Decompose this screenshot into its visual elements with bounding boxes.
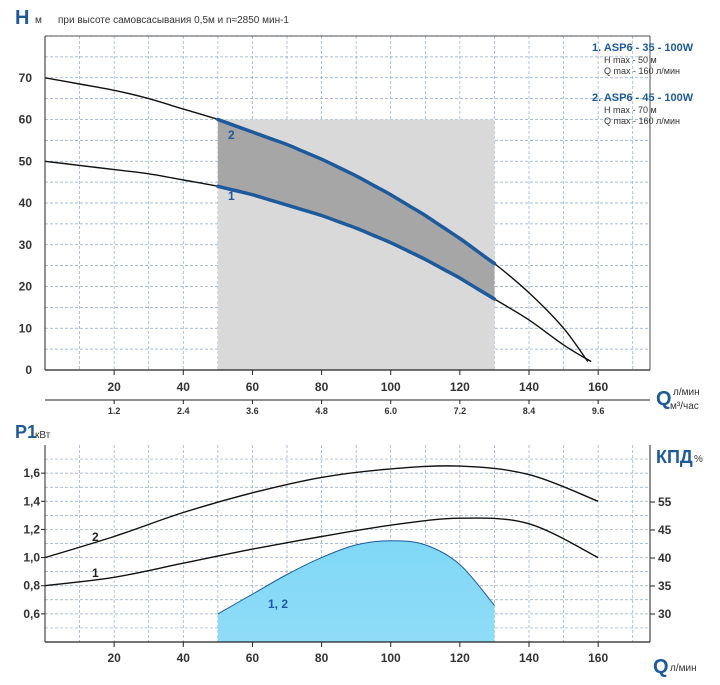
bottom-x-tick-label: 160 <box>588 651 608 665</box>
efficiency-area-outline <box>217 540 495 615</box>
bottom-y2label-symbol: КПД <box>656 447 693 467</box>
top-x-tick-label: 160 <box>588 380 608 394</box>
bottom-x-tick-label: 140 <box>519 651 539 665</box>
bottom-xlabel-symbol: Q <box>653 656 669 678</box>
bottom-curve-label-1: 1 <box>92 566 99 580</box>
bottom-y-tick-label: 0,8 <box>23 579 40 593</box>
top-x-tick-label: 140 <box>519 380 539 394</box>
bottom-curve-1 <box>44 517 599 587</box>
bottom-ylabel-unit: кВт <box>35 430 51 441</box>
top-y-tick-label: 30 <box>19 238 33 252</box>
efficiency-area <box>217 540 495 642</box>
top-axes: 0 10 20 30 40 50 60 70 20 1.2 40 2.4 60 3.6 80 4.8 100 6.… <box>19 35 651 416</box>
bottom-xlabel-unit: л/мин <box>670 663 697 674</box>
top-x2-tick-label: 8.4 <box>523 406 536 416</box>
bottom-y-tick-label: 1,4 <box>23 494 40 508</box>
top-curve-label-2: 2 <box>228 128 235 142</box>
bottom-area-label: 1, 2 <box>268 597 288 611</box>
bottom-ylabel-symbol: P1 <box>15 422 37 442</box>
bottom-y-tick-label: 1,0 <box>23 551 40 565</box>
bottom-curve-label-2: 2 <box>92 530 99 544</box>
legend-2-title: 2. ASP6 - 45 - 100W <box>592 92 694 104</box>
top-y-tick-label: 60 <box>19 113 33 127</box>
legend-1-line2: Q max - 160 л/мин <box>604 66 680 76</box>
top-y-tick-label: 20 <box>19 280 33 294</box>
bottom-y-tick-label: 0,6 <box>23 607 40 621</box>
top-curve-2-working <box>216 117 497 266</box>
legend-1-line1: H max - 50 м <box>604 55 657 65</box>
bottom-y2-tick-label: 40 <box>658 551 672 565</box>
bottom-x-tick-label: 20 <box>107 651 121 665</box>
top-xlabel-unit: л/мин <box>673 387 700 398</box>
top-ylabel-unit: м <box>35 15 42 26</box>
top-xlabel-unit2: м³/час <box>670 401 699 412</box>
top-working-range <box>217 119 495 370</box>
top-band-between-curves <box>217 119 495 299</box>
top-curve-label-1: 1 <box>228 189 235 203</box>
top-xlabel-symbol: Q <box>656 388 672 410</box>
bottom-axes: 0,6 0,8 1,0 1,2 1,4 1,6 30 35 40 45 55 20 40 60 80 100 1… <box>23 445 672 665</box>
bottom-y-tick-label: 1,2 <box>23 522 40 536</box>
bottom-x-tick-label: 80 <box>315 651 329 665</box>
top-x-tick-label: 100 <box>381 380 401 394</box>
bottom-y2-tick-label: 55 <box>658 495 672 509</box>
bottom-curves <box>44 465 599 587</box>
top-y-tick-label: 10 <box>19 321 33 335</box>
top-x-tick-label: 60 <box>246 380 260 394</box>
legend-2-line1: H max - 70 м <box>604 105 657 115</box>
top-x2-tick-label: 1.2 <box>108 406 121 416</box>
top-x2-tick-label: 2.4 <box>177 406 190 416</box>
bottom-x-tick-label: 40 <box>177 651 191 665</box>
top-y-tick-label: 0 <box>25 363 32 377</box>
efficiency-area-fill <box>217 540 495 642</box>
bottom-y2-tick-label: 30 <box>658 607 672 621</box>
top-x-tick-label: 20 <box>107 380 121 394</box>
bottom-x-tick-label: 60 <box>246 651 260 665</box>
bottom-y2-tick-label: 45 <box>658 523 672 537</box>
bottom-y-tick-label: 1,6 <box>23 466 40 480</box>
top-x2-tick-label: 4.8 <box>315 406 328 416</box>
top-y-tick-label: 50 <box>19 154 33 168</box>
top-y-tick-label: 40 <box>19 196 33 210</box>
bottom-y2-tick-label: 35 <box>658 579 672 593</box>
top-subtitle: при высоте самовсасывания 0,5м и n≈2850 … <box>58 15 289 26</box>
top-x2-tick-label: 7.2 <box>454 406 467 416</box>
bottom-x-tick-label: 120 <box>450 651 470 665</box>
legend-2-line2: Q max - 160 л/мин <box>604 116 680 126</box>
top-x2-tick-label: 9.6 <box>592 406 605 416</box>
top-y-tick-label: 70 <box>19 71 33 85</box>
top-curve-1-working <box>216 184 497 301</box>
bottom-x-tick-label: 100 <box>381 651 401 665</box>
top-x2-tick-label: 6.0 <box>384 406 397 416</box>
top-x2-tick-label: 3.6 <box>246 406 259 416</box>
top-ylabel-symbol: H <box>15 7 29 29</box>
bottom-curve-2 <box>44 465 599 559</box>
top-x-tick-label: 80 <box>315 380 329 394</box>
top-x-tick-label: 120 <box>450 380 470 394</box>
bottom-y2label-unit: % <box>694 454 703 465</box>
top-curves <box>44 77 592 363</box>
legend-1-title: 1. ASP6 - 35 - 100W <box>592 42 694 54</box>
top-x-tick-label: 40 <box>177 380 191 394</box>
